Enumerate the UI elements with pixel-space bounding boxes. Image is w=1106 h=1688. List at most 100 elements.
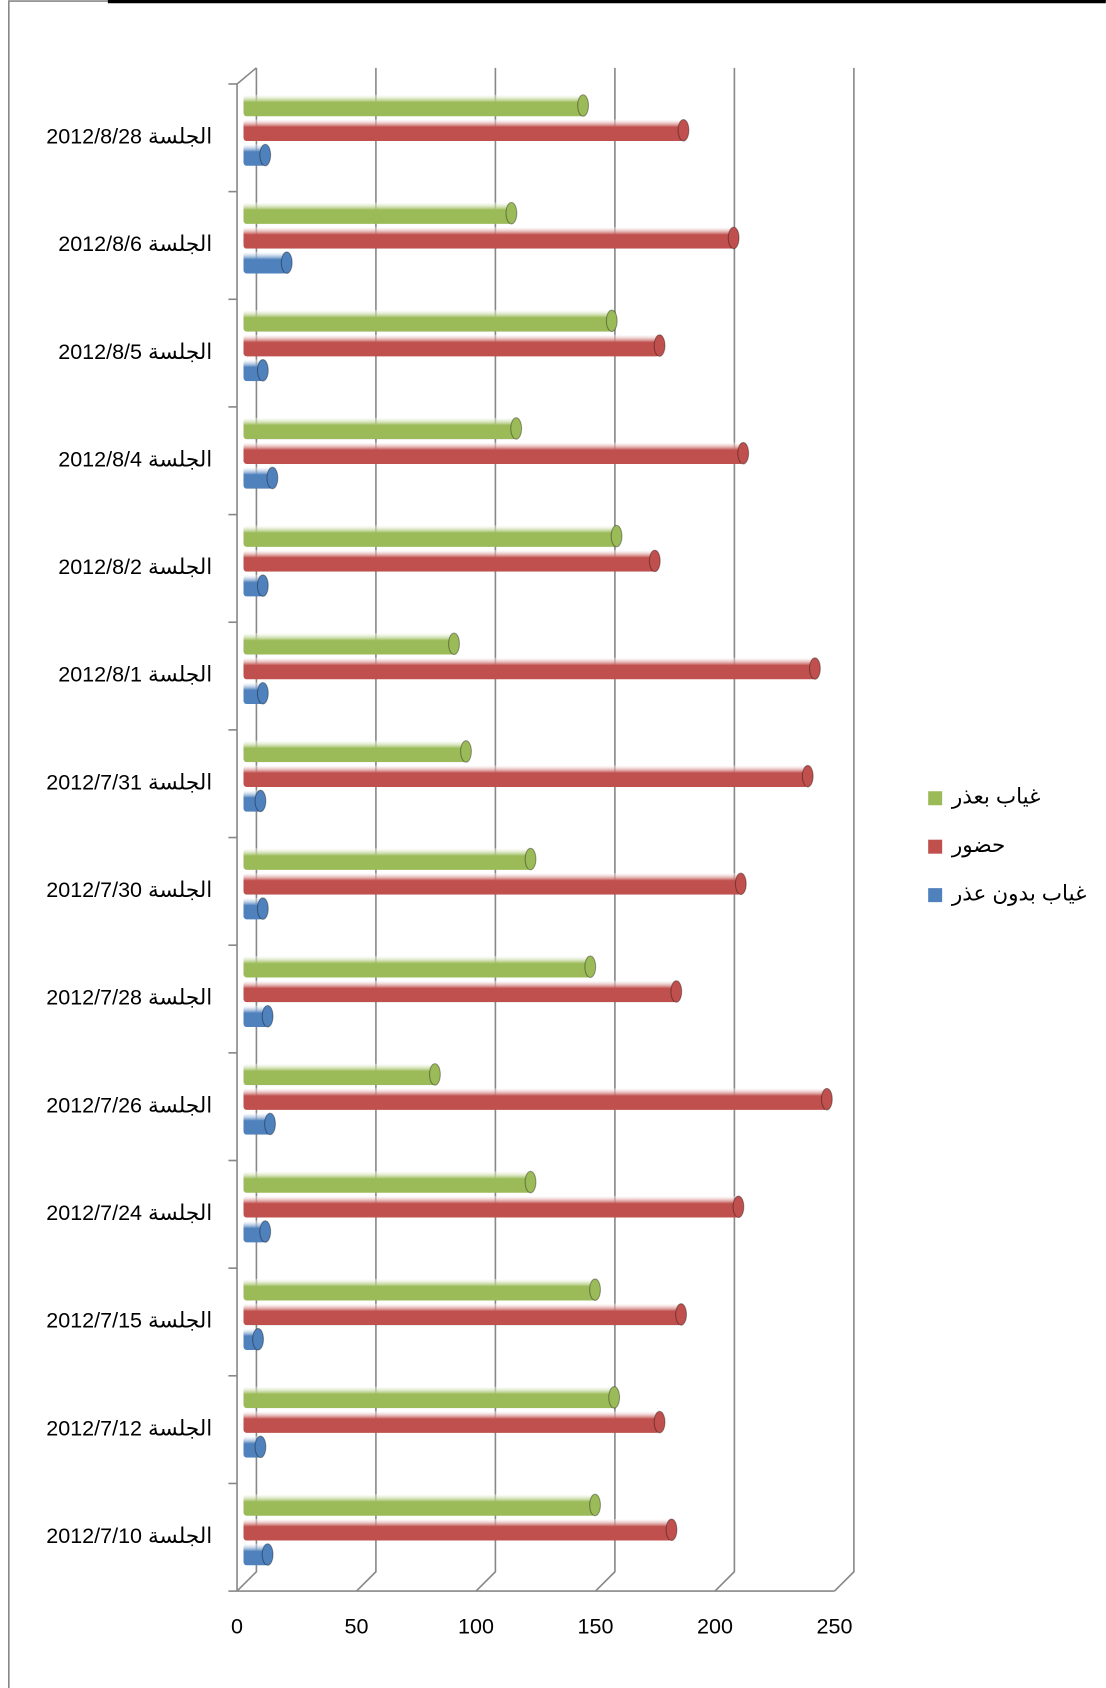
bar	[243, 1435, 267, 1459]
bar	[243, 309, 618, 333]
bar-body	[243, 1518, 672, 1541]
grid-line	[236, 67, 258, 1592]
bar-cap	[505, 201, 518, 225]
bar-body	[243, 94, 584, 117]
bar-cap	[808, 657, 821, 680]
bar	[243, 1220, 272, 1243]
grid-line	[475, 67, 497, 1592]
bar-body	[243, 227, 734, 249]
bar	[243, 417, 523, 440]
bar-body	[243, 467, 273, 489]
bar-cap	[256, 897, 269, 920]
bar-cap	[589, 1493, 601, 1517]
bar	[243, 549, 661, 573]
bar-body	[243, 1303, 682, 1326]
bar-cap	[264, 1112, 276, 1136]
bar-cap	[820, 1087, 833, 1111]
bar-cap	[261, 1543, 274, 1566]
bar	[243, 226, 740, 250]
bar-cap	[252, 1327, 264, 1351]
bar	[243, 1493, 601, 1517]
bar	[243, 466, 279, 490]
bar-body	[243, 310, 612, 332]
legend-swatch	[928, 888, 943, 903]
bar-body	[243, 1063, 435, 1086]
bar-cap	[266, 466, 279, 490]
legend-label: حضور	[951, 833, 1005, 857]
bar-cap	[605, 309, 618, 333]
bar-body	[243, 955, 591, 978]
bar-cap	[256, 359, 269, 382]
y-tick-label: الجلسة 2012/8/5	[58, 340, 212, 364]
bar-body	[243, 897, 263, 920]
bar	[243, 1327, 264, 1351]
y-tick-label: الجلسة 2012/7/28	[46, 986, 212, 1010]
bar-cap	[653, 334, 666, 357]
bar	[243, 1303, 688, 1326]
bar-body	[243, 848, 531, 870]
bar-cap	[665, 1518, 678, 1542]
bar-cap	[589, 1278, 601, 1301]
y-tick-label: الجلسة 2012/8/28	[46, 124, 212, 148]
bar-body	[243, 1494, 596, 1516]
bar-cap	[256, 681, 269, 705]
bar-body	[243, 1088, 827, 1110]
bar	[243, 657, 821, 680]
bar	[243, 94, 590, 117]
bar	[243, 359, 269, 382]
bar	[243, 524, 623, 548]
bar-body	[243, 682, 263, 705]
grid-line	[833, 67, 855, 1592]
bar	[243, 251, 293, 274]
y-tick-label: الجلسة 2012/8/2	[58, 555, 212, 579]
bar-body	[243, 980, 677, 1003]
y-tick-label: الجلسة 2012/7/30	[46, 878, 212, 902]
bar	[243, 1112, 276, 1136]
y-tick-label: الجلسة 2012/7/31	[46, 770, 212, 794]
y-tick-label: الجلسة 2012/8/6	[58, 232, 212, 256]
y-tick-label: الجلسة 2012/7/12	[46, 1416, 212, 1440]
bar-cap	[727, 226, 740, 250]
bar-body	[243, 202, 512, 224]
y-tick-label: الجلسة 2012/7/26	[46, 1093, 212, 1117]
bar	[243, 334, 666, 357]
bar	[243, 740, 472, 763]
x-tick-label: 200	[697, 1614, 733, 1638]
bar	[243, 143, 272, 167]
bar-body	[243, 1113, 271, 1135]
bar	[243, 1063, 441, 1086]
bar-cap	[648, 549, 661, 573]
bar	[243, 872, 747, 896]
bar-body	[243, 359, 263, 382]
bar-body	[243, 1278, 596, 1301]
bar-cap	[510, 417, 523, 440]
bar-cap	[801, 764, 814, 788]
bar-body	[243, 1220, 266, 1243]
bar-cap	[675, 1303, 688, 1326]
bar-body	[243, 1171, 531, 1193]
bar-body	[243, 334, 660, 357]
legend-swatch	[928, 791, 943, 806]
bar-body	[243, 740, 466, 763]
axis-wall	[236, 67, 257, 1592]
bar-cap	[734, 872, 747, 896]
bar-body	[243, 574, 263, 597]
y-tick-label: الجلسة 2012/8/1	[58, 663, 212, 687]
bar-body	[243, 1411, 660, 1433]
bar-cap	[460, 740, 472, 763]
bar-body	[243, 1196, 739, 1218]
legend-label: غياب بعذر	[951, 784, 1041, 808]
bar	[243, 632, 460, 656]
bar-cap	[254, 1435, 267, 1459]
bar-cap	[429, 1063, 441, 1086]
bar-cap	[524, 1170, 537, 1194]
bar-body	[243, 657, 815, 680]
bar	[243, 574, 269, 597]
bar	[243, 1386, 621, 1409]
x-tick-label: 50	[345, 1614, 369, 1638]
bar-body	[243, 442, 744, 464]
bar	[243, 1195, 745, 1219]
bar-cap	[584, 955, 597, 979]
bar-body	[243, 1386, 615, 1409]
